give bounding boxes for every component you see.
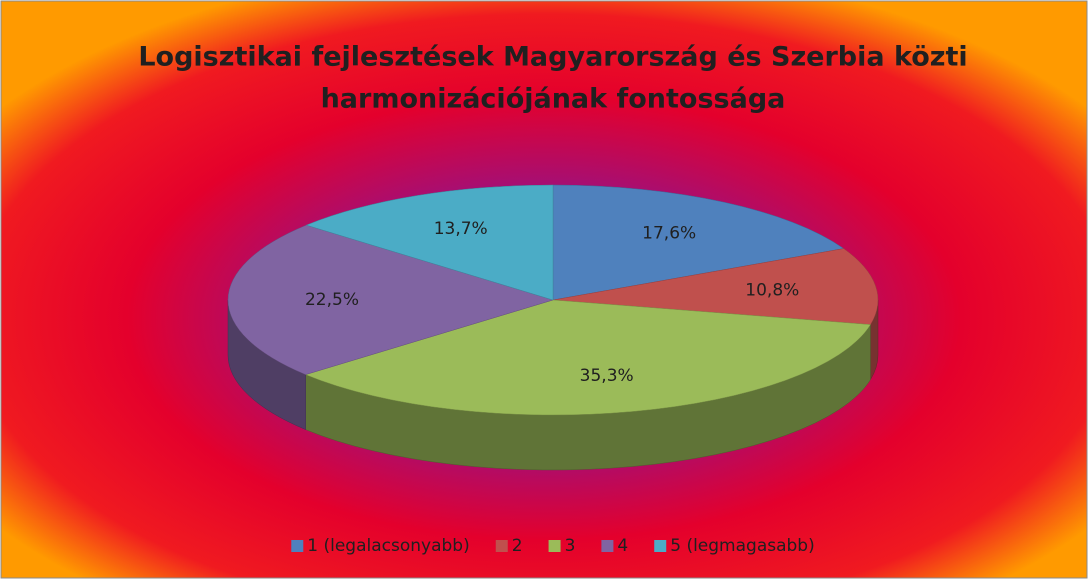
- data-label: 35,3%: [580, 366, 634, 386]
- pie: 17,6% 10,8% 35,3% 22,5% 13,7%: [227, 184, 879, 471]
- chart-title: harmonizációjának fontossága: [321, 84, 786, 115]
- data-label: 13,7%: [434, 219, 488, 239]
- data-label: 22,5%: [305, 290, 359, 310]
- legend-swatch: [548, 540, 561, 552]
- legend-swatch: [291, 540, 304, 552]
- legend-label: 4: [617, 536, 628, 556]
- legend-label: 3: [565, 536, 576, 556]
- slice: [227, 224, 554, 375]
- legend-label: 2: [512, 536, 523, 556]
- slice: [552, 248, 879, 325]
- chart-title: Logisztikai fejlesztések Magyarország és…: [138, 42, 967, 73]
- legend-label: 5 (legmagasabb): [670, 536, 815, 556]
- legend-swatch: [654, 540, 667, 552]
- legend: 1 (legalacsonyabb) 2 3 4 5 (legmagasabb): [291, 536, 815, 556]
- legend-swatch: [495, 540, 508, 552]
- slice: [552, 184, 845, 301]
- legend-label: 1 (legalacsonyabb): [307, 536, 469, 556]
- legend-swatch: [601, 540, 614, 552]
- slice: [305, 184, 554, 301]
- data-label: 10,8%: [745, 280, 799, 300]
- data-label: 17,6%: [642, 223, 696, 243]
- slice: [304, 299, 871, 416]
